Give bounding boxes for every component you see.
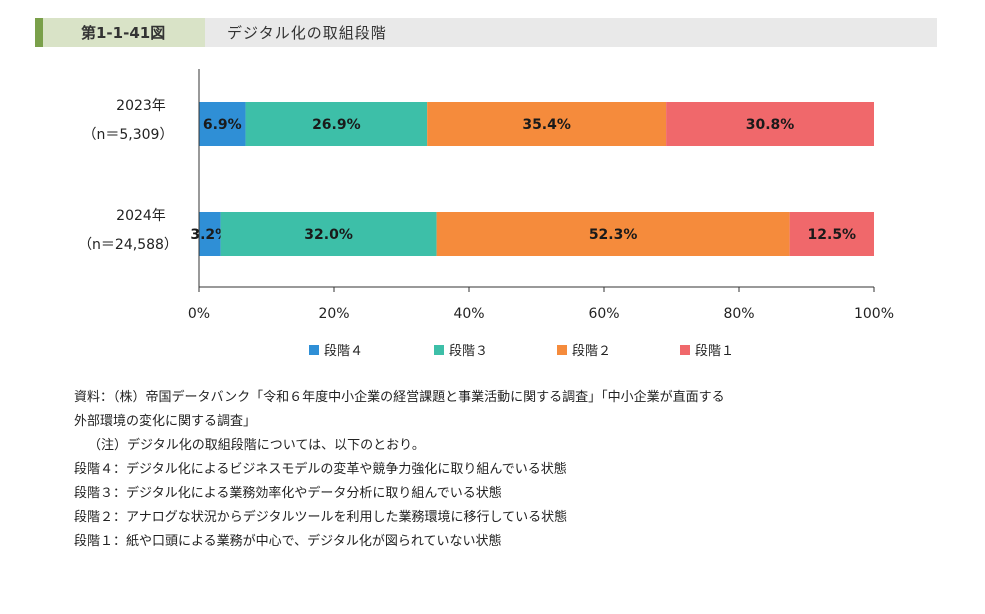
legend-label: 段階１ (695, 344, 734, 359)
bar-segment (666, 102, 874, 146)
data-label: 26.9% (312, 117, 361, 133)
stage2-description: 段階２：アナログな状況からデジタルツールを利用した業務環境に移行している状態 (74, 510, 568, 525)
stacked-bar-chart: 6.9% 26.9% 35.4% 30.8% 2023年 （n＝5,309） 3.2% 32.… (78, 69, 894, 359)
data-label: 12.5% (808, 227, 857, 243)
bar-segment (199, 102, 246, 146)
data-label: 52.3% (589, 227, 638, 243)
data-label: 30.8% (746, 117, 795, 133)
stage3-description: 段階３：デジタル化による業務効率化やデータ分析に取り組んでいる状態 (74, 486, 502, 501)
figure-number: 第1-1-41図 (43, 18, 205, 47)
source-line-2: 外部環境の変化に関する調査」 (74, 414, 257, 429)
bar-segment (436, 212, 790, 256)
x-tick-label: 40% (453, 306, 484, 322)
legend-label: 段階３ (449, 344, 488, 359)
stage4-description: 段階４：デジタル化によるビジネスモデルの変革や競争力強化に取り組んでいる状態 (74, 462, 567, 477)
data-label: 6.9% (203, 117, 242, 133)
data-label: 3.2% (190, 227, 229, 243)
data-label: 35.4% (522, 117, 571, 133)
figure-title: デジタル化の取組段階 (227, 24, 387, 42)
bar-segment (220, 212, 437, 256)
x-tick-label: 60% (588, 306, 619, 322)
data-label: 32.0% (304, 227, 353, 243)
category-year-label: 2024年 (116, 208, 166, 224)
x-tick-label: 20% (318, 306, 349, 322)
legend-label: 段階４ (324, 344, 363, 359)
x-tick-label: 80% (723, 306, 754, 322)
source-line-1: 資料：（株）帝国データバンク「令和６年度中小企業の経営課題と事業活動に関する調査… (74, 390, 725, 405)
legend-swatch (434, 345, 444, 355)
bar-segment (427, 102, 667, 146)
category-year-label: 2023年 (116, 98, 166, 114)
stage1-description: 段階１：紙や口頭による業務が中心で、デジタル化が図られていない状態 (74, 534, 502, 549)
category-n-label: （n＝5,309） (83, 127, 174, 143)
x-tick-label: 100% (854, 306, 894, 322)
legend-swatch (557, 345, 567, 355)
bar-segment (245, 102, 428, 146)
legend-swatch (309, 345, 319, 355)
bar-segment (199, 212, 221, 256)
category-n-label: （n＝24,588） (78, 237, 178, 253)
notes-section: 資料：（株）帝国データバンク「令和６年度中小企業の経営課題と事業活動に関する調査… (74, 386, 954, 554)
bar-segment (789, 212, 874, 256)
figure-header: 第1-1-41図 デジタル化の取組段階 (35, 18, 937, 47)
legend-label: 段階２ (572, 344, 611, 359)
note-intro: （注）デジタル化の取組段階については、以下のとおり。 (88, 438, 425, 453)
x-tick-label: 0% (188, 306, 210, 322)
legend-swatch (680, 345, 690, 355)
header-accent (35, 18, 43, 47)
